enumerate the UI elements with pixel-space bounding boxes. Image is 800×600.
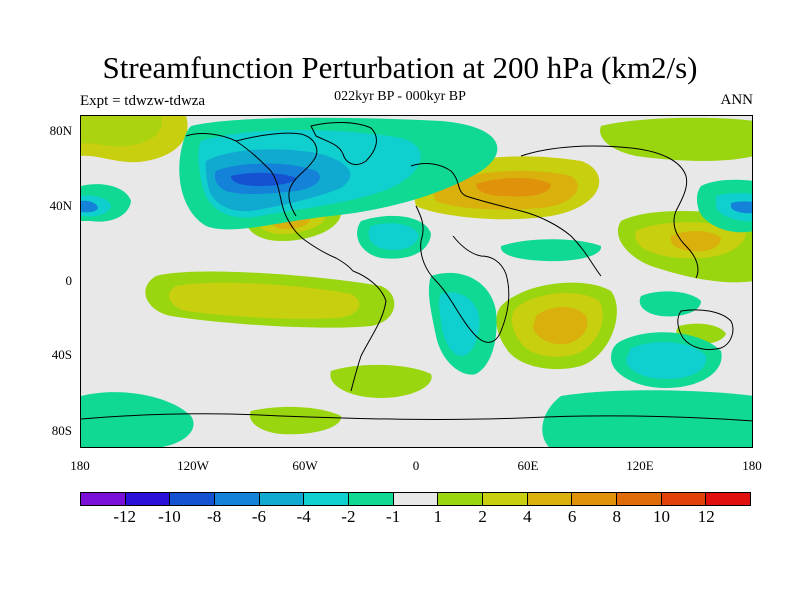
colorbar-label: 4 (523, 507, 532, 526)
colorbar-swatch (483, 493, 528, 505)
colorbar-swatch (527, 493, 573, 505)
colorbar-swatch (170, 493, 216, 505)
x-tick-label: 180 (70, 458, 90, 473)
colorbar-swatch (661, 493, 707, 505)
x-tick-label: 120W (177, 458, 209, 473)
colorbar-swatch (125, 493, 171, 505)
colorbar-swatch (215, 493, 260, 505)
y-tick-label: 40N (49, 198, 72, 213)
colorbar-label: 10 (653, 507, 671, 526)
chart-title: Streamfunction Perturbation at 200 hPa (… (102, 50, 698, 85)
colorbar-label: -10 (158, 507, 181, 526)
y-tick-label: 80S (51, 423, 72, 438)
colorbar-label: -8 (207, 507, 222, 526)
negative-anomalies (81, 117, 752, 447)
x-tick-label: 0 (412, 458, 420, 473)
colorbar-label: -4 (296, 507, 311, 526)
x-tick-label: 60W (292, 458, 318, 473)
colorbar-swatch (259, 493, 305, 505)
colorbar-swatch (393, 493, 439, 505)
x-tick-label: 120E (626, 458, 654, 473)
colorbar-label: 8 (612, 507, 622, 526)
season-label: ANN (720, 92, 754, 108)
experiment-label: Expt = tdwzw-tdwza (80, 93, 206, 109)
map-plot-area (80, 115, 753, 448)
colorbar-swatch (706, 493, 751, 505)
colorbar-label: 6 (567, 507, 577, 526)
colorbar-swatch (349, 493, 394, 505)
colorbar (80, 492, 751, 506)
y-tick-label: 40S (51, 347, 72, 362)
x-tick-label: 180 (742, 458, 762, 473)
colorbar-label: -6 (251, 507, 266, 526)
colorbar-swatch (617, 493, 662, 505)
colorbar-label: 12 (697, 507, 715, 526)
x-tick-label: 60E (517, 458, 539, 473)
y-tick-label: 0 (65, 273, 73, 288)
colorbar-label: -2 (341, 507, 356, 526)
colorbar-swatch (81, 493, 126, 505)
colorbar-swatch (438, 493, 484, 505)
colorbar-label: 2 (478, 507, 487, 526)
colorbar-label: -12 (113, 507, 137, 526)
colorbar-swatch (304, 493, 350, 505)
y-tick-label: 80N (49, 123, 72, 138)
colorbar-label: -1 (386, 507, 401, 526)
chart-subtitle: 022kyr BP - 000kyr BP (334, 89, 466, 104)
colorbar-swatch (572, 493, 618, 505)
streamfunction-map (81, 116, 752, 447)
coastlines (81, 122, 752, 422)
colorbar-label: 1 (433, 507, 443, 526)
